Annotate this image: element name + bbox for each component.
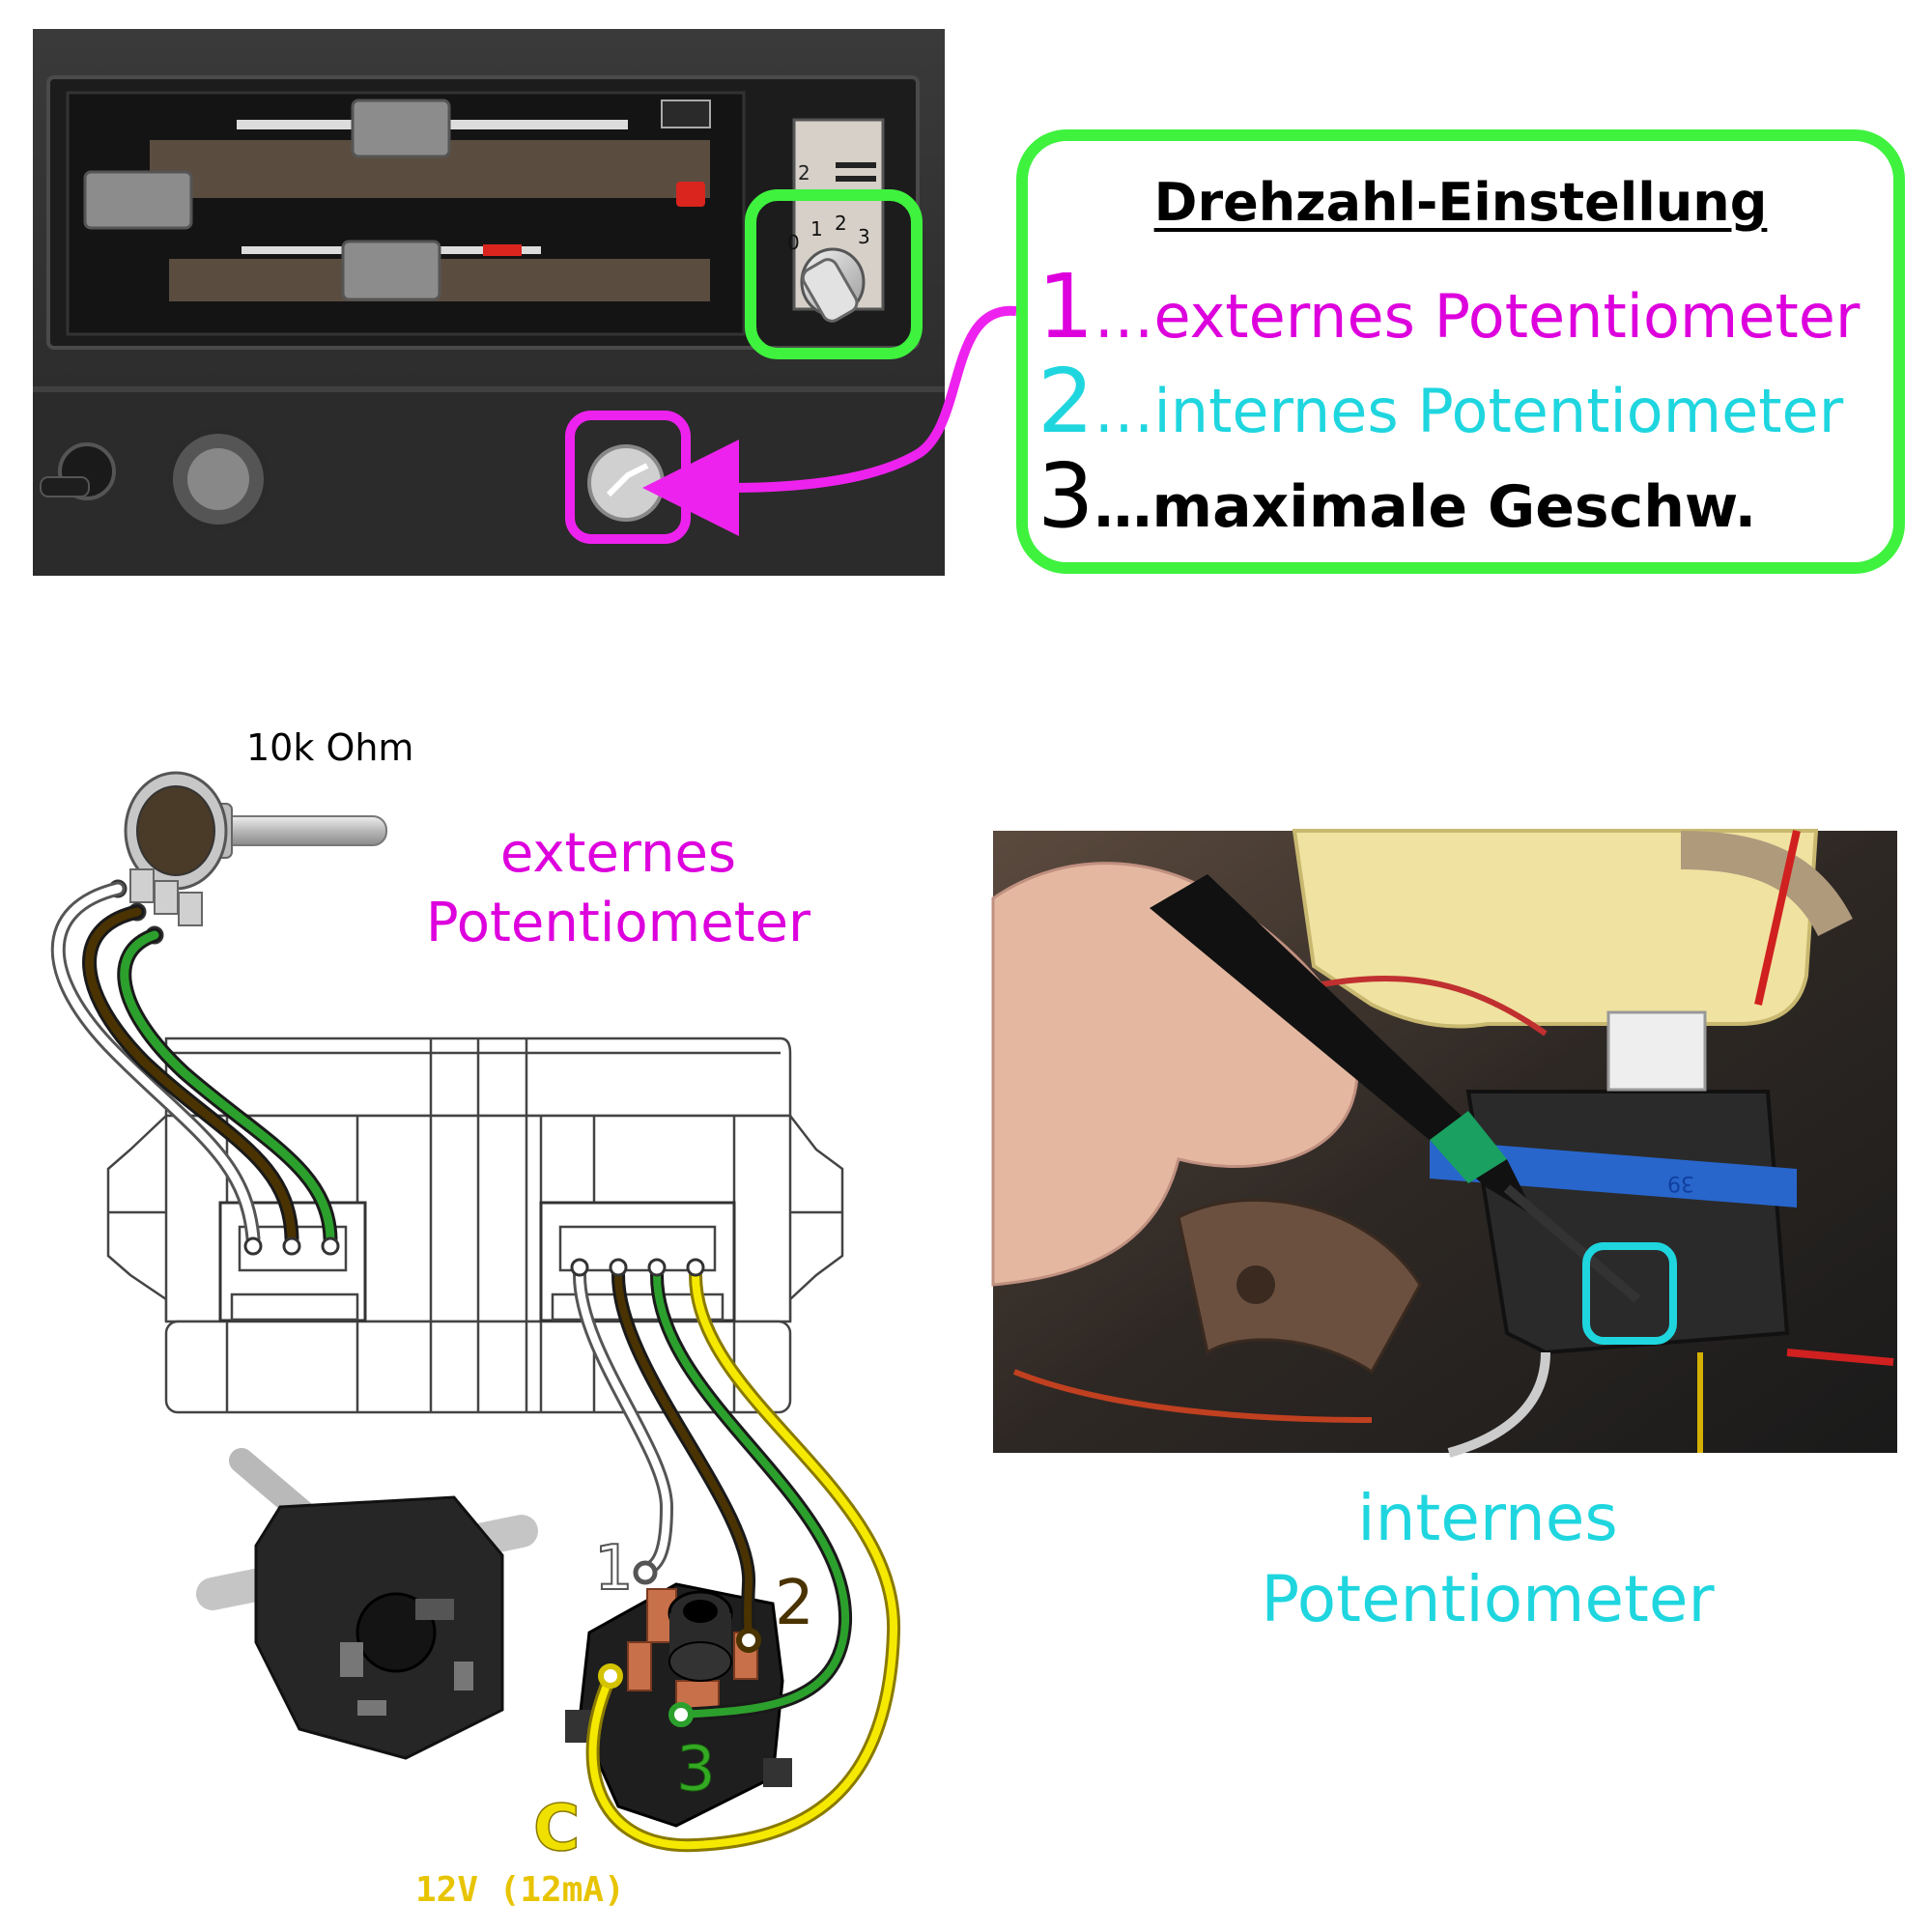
- distribution-slider-knob[interactable]: [343, 242, 440, 299]
- air-slider-knob[interactable]: [85, 172, 191, 228]
- pin3-terminal: [671, 1705, 691, 1724]
- warning-light-icon: [676, 182, 705, 207]
- external-pot-knob[interactable]: [589, 446, 663, 520]
- legend-item-2: 2…internes Potentiometer: [1037, 350, 1843, 453]
- pin-3-label: 3: [676, 1739, 716, 1801]
- dial-mark-3: 3: [858, 225, 870, 248]
- external-pot-label-line2: Potentiometer: [367, 889, 869, 958]
- dashboard-photo: 2 0 1 2 3: [33, 29, 945, 576]
- legend-item-1: 1…externes Potentiometer: [1037, 255, 1860, 358]
- legend-item-3: 3…maximale Geschw.: [1037, 444, 1756, 548]
- legend-title: Drehzahl-Einstellung: [1028, 172, 1893, 233]
- engine-bay-photo: 39: [993, 831, 1897, 1453]
- pin-1-label: 1: [594, 1538, 634, 1600]
- legend-item-3-number: 3: [1037, 444, 1094, 548]
- defrost-icon: [662, 100, 710, 128]
- legend-item-2-number: 2: [1037, 350, 1094, 453]
- pin1-terminal: [636, 1563, 655, 1582]
- plug-part: [213, 1461, 522, 1758]
- internal-pot-label: internes Potentiometer: [1169, 1478, 1806, 1640]
- resistance-label: 10k Ohm: [246, 726, 413, 769]
- dial-mark-2: 2: [835, 212, 847, 235]
- cable-tie-number: 39: [1667, 1171, 1694, 1195]
- supply-voltage-label: 12V (12mA): [415, 1870, 625, 1910]
- legend-item-3-text: …maximale Geschw.: [1094, 473, 1757, 541]
- dial-mark-1: 1: [810, 217, 823, 241]
- pinC-terminal: [601, 1666, 620, 1686]
- dial-mark-0: 0: [787, 231, 800, 254]
- legend-item-2-text: …internes Potentiometer: [1094, 376, 1844, 446]
- control-module-photo: [1468, 1092, 1787, 1352]
- pin-2-label: 2: [775, 1573, 814, 1634]
- pin2-terminal: [739, 1631, 758, 1650]
- potentiometer-part: [110, 773, 386, 943]
- legend-item-1-number: 1: [1037, 255, 1094, 358]
- speed-setting-legend: Drehzahl-Einstellung 1…externes Potentio…: [1016, 129, 1905, 574]
- external-pot-label-line1: externes: [367, 819, 869, 889]
- pin-c-label: C: [533, 1797, 580, 1861]
- temperature-slider-knob[interactable]: [353, 100, 449, 156]
- internal-pot-label-line1: internes: [1169, 1478, 1806, 1559]
- internal-pot-label-line2: Potentiometer: [1169, 1559, 1806, 1640]
- fan-mark-label: 2: [798, 161, 810, 185]
- legend-item-1-text: …externes Potentiometer: [1094, 281, 1861, 352]
- external-pot-label: externes Potentiometer: [367, 819, 869, 958]
